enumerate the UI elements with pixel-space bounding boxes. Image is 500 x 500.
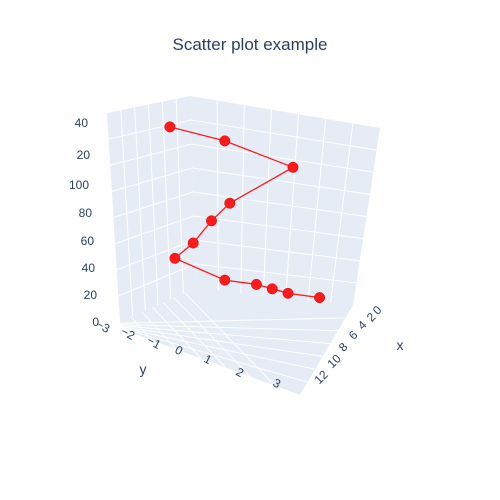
data-point xyxy=(250,278,262,290)
grid-layer xyxy=(108,98,377,387)
y-tick-label: −3 xyxy=(94,317,113,336)
z-tick-label: 20 xyxy=(77,148,91,162)
grid-line xyxy=(124,327,316,370)
data-point xyxy=(219,274,231,286)
data-point xyxy=(314,292,326,304)
x-tick-label: 4 xyxy=(355,318,370,333)
z-tick-label: 80 xyxy=(79,206,93,220)
y-axis-title: y xyxy=(140,361,147,377)
grid-line xyxy=(110,143,192,166)
grid-line xyxy=(116,239,195,271)
grid-line xyxy=(113,191,194,218)
series-layer xyxy=(164,121,326,304)
grid-line xyxy=(192,167,370,195)
grid-line xyxy=(173,297,251,378)
data-point xyxy=(169,252,181,264)
back-wall-right xyxy=(190,96,380,305)
data-point xyxy=(224,197,236,209)
grid-line xyxy=(120,317,346,324)
data-point xyxy=(282,287,294,299)
x-tick-label: 6 xyxy=(346,328,361,343)
grid-line xyxy=(195,263,357,284)
grid-line xyxy=(152,307,202,359)
grid-line xyxy=(163,302,227,368)
grid-line xyxy=(108,119,191,140)
grid-line xyxy=(118,263,196,297)
x-tick-label: 8 xyxy=(336,340,351,355)
z-tick-label: 40 xyxy=(82,261,96,275)
y-tick-label: −1 xyxy=(145,333,164,352)
data-point xyxy=(187,237,199,249)
grid-line xyxy=(123,326,323,357)
data-point xyxy=(164,121,176,133)
x-tick-label: 10 xyxy=(324,351,344,371)
x-axis-title: x xyxy=(397,337,404,353)
grid-line xyxy=(122,325,331,345)
z-tick-label: 0 xyxy=(92,315,99,329)
grid-line xyxy=(125,329,308,383)
grid-line xyxy=(114,215,194,245)
floor-pane xyxy=(120,288,353,395)
data-point xyxy=(219,135,231,147)
grid-line xyxy=(111,167,193,192)
grid-line xyxy=(192,191,367,217)
z-tick-label: 60 xyxy=(81,234,95,248)
y-tick-label: −2 xyxy=(119,324,138,343)
z-tick-label: 40 xyxy=(75,116,89,130)
grid-line xyxy=(184,292,276,387)
data-point xyxy=(266,283,278,295)
grid-line xyxy=(191,143,374,173)
grid-line xyxy=(190,119,377,151)
data-point xyxy=(287,161,299,173)
grid-line xyxy=(194,239,360,262)
grid-line xyxy=(193,215,364,240)
data-point xyxy=(206,215,217,227)
grid-line xyxy=(121,324,338,332)
chart-title: Scatter plot example xyxy=(173,35,328,54)
z-tick-label: 20 xyxy=(84,288,98,302)
z-tick-label: 100 xyxy=(69,178,89,192)
